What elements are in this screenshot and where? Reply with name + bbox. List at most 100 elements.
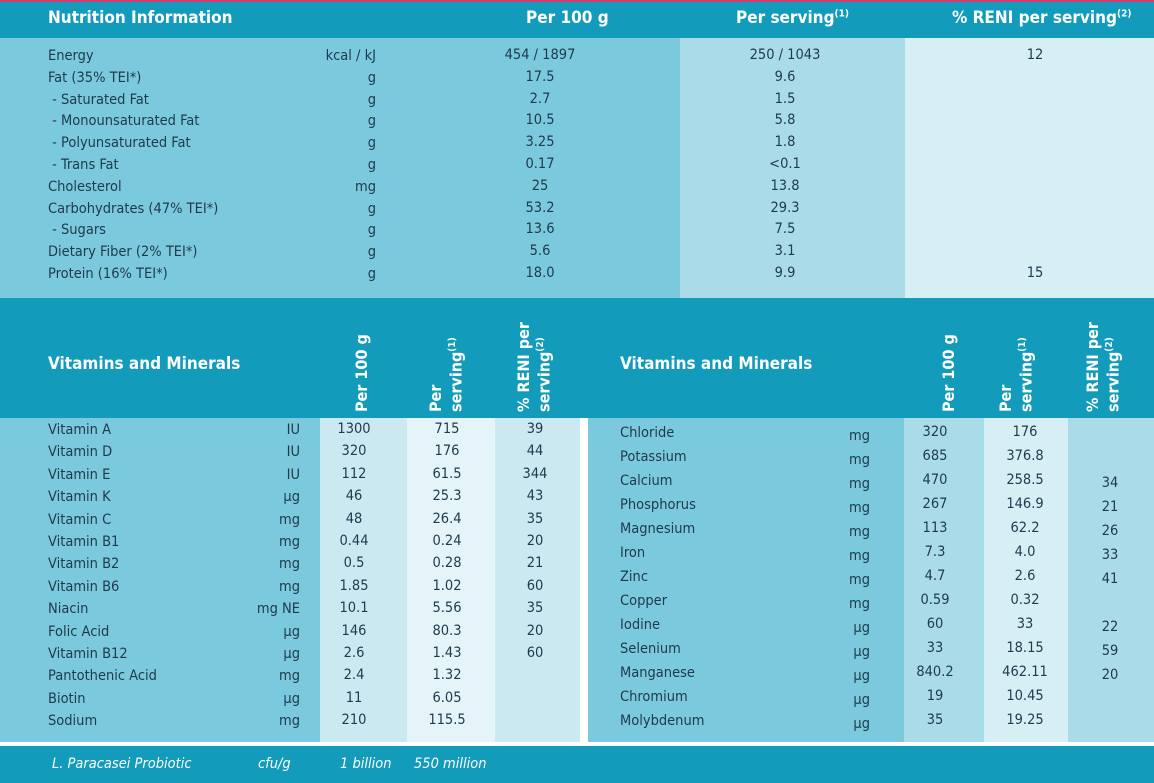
- mineral-unit: mg: [849, 596, 870, 612]
- mineral-name: Selenium: [620, 641, 681, 657]
- reni-vertical-header: % RENI per serving(2): [514, 322, 554, 412]
- vitamin-name: Vitamin B2: [48, 556, 120, 573]
- nutrient-name: - Monounsaturated Fat: [48, 113, 200, 130]
- vitamin-unit: mg: [279, 556, 300, 573]
- nutrition-label-column: [0, 38, 380, 298]
- vitamin-unit: mg: [279, 668, 300, 685]
- nutrient-unit: g: [367, 91, 376, 108]
- probiotic-serving: 550 million: [414, 756, 487, 772]
- vitamin-per100: 2.4: [343, 667, 365, 684]
- vitamin-reni: 35: [526, 510, 544, 527]
- nutrient-unit: g: [367, 200, 376, 217]
- nutrient-unit: g: [367, 135, 376, 152]
- mineral-reni: 34: [1101, 475, 1119, 491]
- nutrient-unit: g: [367, 266, 376, 282]
- nutrient-serving: 9.6: [774, 68, 796, 85]
- nutrient-name: Cholesterol: [48, 178, 122, 195]
- probiotic-unit: cfu/g: [258, 756, 291, 772]
- nutrient-serving: 1.5: [774, 90, 796, 107]
- mineral-serving: 462.11: [1002, 664, 1048, 680]
- nutrition-reni-column: [905, 38, 1154, 298]
- per-serving-vertical-header: Per serving(1): [426, 337, 466, 412]
- vitamin-serving: 1.02: [432, 577, 462, 594]
- nutrient-per100: 3.25: [525, 134, 555, 151]
- nutrient-serving: 7.5: [774, 221, 796, 238]
- vitamin-unit: mg: [279, 534, 300, 550]
- nutrient-per100: 53.2: [525, 199, 555, 216]
- nutrient-serving: 3.1: [774, 243, 796, 260]
- mineral-reni: 22: [1101, 619, 1119, 635]
- mineral-per100: 35: [926, 712, 944, 728]
- mineral-per100: 267: [922, 496, 948, 512]
- vitamin-per100: 11: [345, 689, 363, 706]
- vitamin-reni: 21: [526, 555, 544, 572]
- mineral-serving: 10.45: [1006, 688, 1044, 704]
- reni-vertical-header-right: % RENI per serving(2): [1083, 322, 1123, 412]
- vitamin-serving: 0.24: [432, 533, 462, 549]
- mineral-per100: 113: [922, 520, 948, 536]
- vitamin-unit: µg: [283, 623, 300, 640]
- vitamin-reni: 43: [526, 488, 544, 505]
- vitamin-reni: 60: [526, 645, 544, 661]
- mineral-serving: 2.6: [1014, 568, 1036, 584]
- vitamin-serving: 176: [434, 443, 460, 460]
- mineral-per100: 0.59: [920, 592, 950, 608]
- nutrient-name: Dietary Fiber (2% TEI*): [48, 244, 198, 261]
- nutrient-per100: 2.7: [529, 90, 551, 107]
- mineral-serving: 4.0: [1014, 544, 1036, 560]
- mineral-per100: 19: [926, 688, 944, 704]
- vitamin-per100: 1300: [337, 421, 371, 437]
- vitamin-serving: 1.43: [432, 645, 462, 661]
- vitamin-unit: IU: [286, 444, 300, 461]
- mineral-per100: 33: [926, 640, 944, 656]
- mineral-name: Iron: [620, 545, 646, 561]
- vitamin-name: Vitamin E: [48, 466, 111, 483]
- mineral-unit: mg: [849, 476, 870, 492]
- vitamin-name: Sodium: [48, 713, 98, 730]
- mineral-serving: 376.8: [1006, 448, 1044, 464]
- mineral-reni: 59: [1101, 643, 1119, 659]
- vitamin-per100: 320: [341, 443, 367, 460]
- mineral-name: Molybdenum: [620, 713, 705, 729]
- vitamin-serving: 715: [434, 421, 460, 437]
- mineral-unit: µg: [853, 644, 870, 660]
- nutrient-serving: 13.8: [770, 177, 800, 194]
- per100-vertical-header: Per 100 g: [352, 334, 371, 412]
- vm-left-serving-column: [407, 418, 495, 742]
- vm-right-serving-column: [984, 418, 1068, 742]
- vm-left-per100-column: [320, 418, 407, 742]
- vitamin-serving: 1.32: [432, 667, 462, 684]
- mineral-unit: µg: [853, 668, 870, 684]
- vitamin-per100: 1.85: [339, 577, 369, 594]
- vitamin-per100: 146: [341, 622, 367, 639]
- vitamin-unit: mg NE: [256, 601, 300, 618]
- vitamin-name: Vitamin A: [48, 422, 111, 438]
- mineral-name: Chloride: [620, 425, 675, 441]
- nutrient-per100: 0.17: [525, 156, 555, 172]
- nutrient-unit: mg: [355, 178, 376, 195]
- vitamin-per100: 0.5: [343, 555, 365, 572]
- mineral-name: Potassium: [620, 449, 687, 465]
- vitamin-name: Folic Acid: [48, 623, 110, 640]
- mineral-unit: mg: [849, 500, 870, 516]
- vitamin-unit: mg: [279, 713, 300, 730]
- vitamin-unit: IU: [286, 422, 300, 438]
- vitamin-serving: 5.56: [432, 600, 462, 617]
- mineral-name: Copper: [620, 593, 668, 609]
- nutrient-name: Carbohydrates (47% TEI*): [48, 200, 219, 217]
- mineral-name: Manganese: [620, 665, 695, 681]
- vitamin-serving: 115.5: [428, 712, 466, 729]
- vitamin-reni: 60: [526, 577, 544, 594]
- mineral-unit: mg: [849, 548, 870, 564]
- mineral-per100: 7.3: [924, 544, 946, 560]
- per100-vertical-header-right: Per 100 g: [939, 334, 958, 412]
- vitamin-name: Biotin: [48, 690, 86, 707]
- nutrient-name: - Saturated Fat: [48, 91, 149, 108]
- vitamin-reni: 35: [526, 600, 544, 617]
- vitamin-per100: 10.1: [339, 600, 369, 617]
- nutrition-per100-column: [380, 38, 680, 298]
- vitamins-header: [0, 298, 1154, 418]
- vitamin-name: Vitamin D: [48, 444, 113, 461]
- per100-header: Per 100 g: [526, 8, 609, 28]
- reni-header: % RENI per serving(2): [952, 8, 1132, 28]
